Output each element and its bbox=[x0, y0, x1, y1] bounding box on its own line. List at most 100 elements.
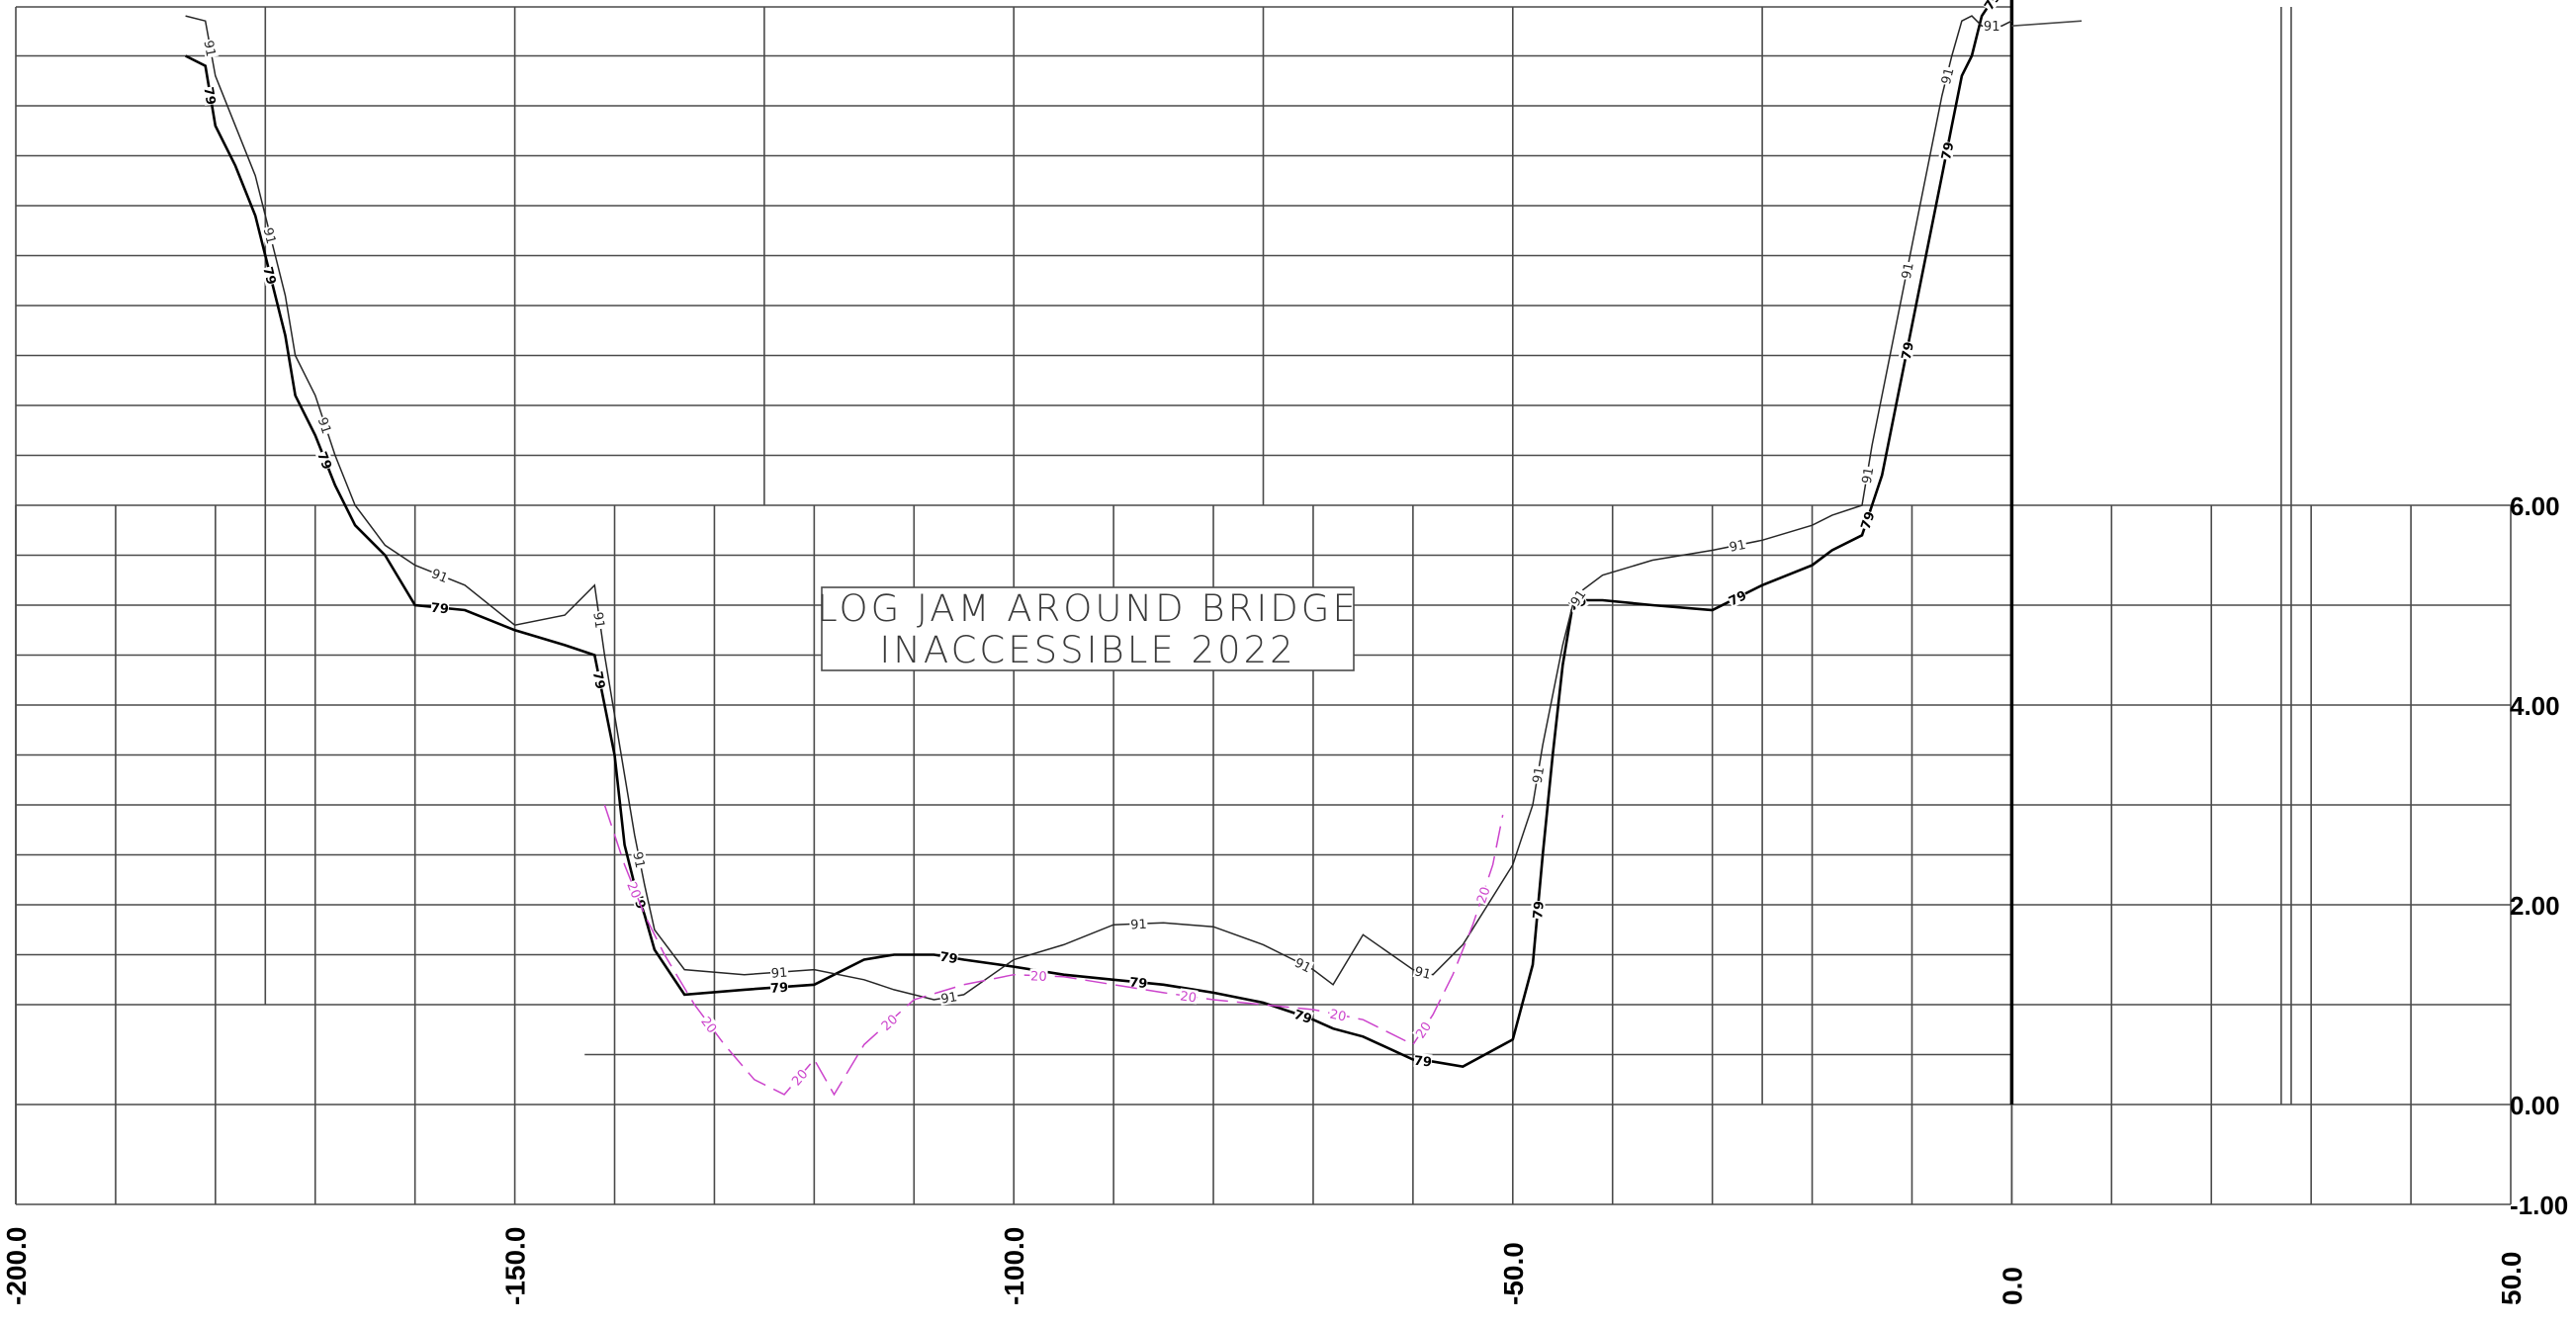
series-91-label: 91 bbox=[629, 850, 647, 869]
annotation-frame bbox=[821, 586, 1355, 671]
series-79-label: 79 bbox=[589, 670, 607, 691]
series-91-label-bg bbox=[631, 849, 649, 870]
series-79-label-bg bbox=[1898, 340, 1915, 361]
x-axis-labels: -200.0 -150.0 -100.0 -50.0 0.0 50.0 bbox=[1, 1227, 2527, 1305]
series-79-label: 79 bbox=[1531, 900, 1548, 919]
series-91-label: 91 bbox=[314, 415, 333, 435]
series-79-label-bg bbox=[938, 948, 959, 966]
y-axis-labels: 6.00 4.00 2.00 0.00 -1.00 bbox=[2510, 491, 2568, 1220]
x-tick-label: -100.0 bbox=[999, 1227, 1029, 1305]
series-79-label: 79 bbox=[1291, 1008, 1313, 1027]
series-20-label: 20 bbox=[1474, 885, 1493, 905]
series-91-label-bg bbox=[1291, 954, 1315, 975]
series-91-label-bg bbox=[428, 565, 451, 585]
series-91-label-bg bbox=[591, 610, 608, 630]
series-79-label-bg bbox=[1413, 1052, 1433, 1069]
series-91-label: 91 bbox=[1531, 766, 1549, 785]
series-79-label: 79 bbox=[938, 950, 958, 968]
series-20-label: 20 bbox=[623, 880, 643, 901]
series-91-label-bg bbox=[202, 38, 220, 59]
series-20-line bbox=[603, 804, 1504, 1097]
series-91-label: 91 bbox=[589, 611, 606, 629]
y-tick-label: 2.00 bbox=[2510, 891, 2560, 921]
series-20-label: 20 bbox=[1328, 1008, 1347, 1025]
series-79-label: 79 bbox=[1859, 510, 1879, 532]
series-20-label-bg bbox=[1473, 884, 1492, 906]
series-91-label-bg bbox=[315, 414, 335, 436]
series-20-label-bg bbox=[1178, 988, 1199, 1005]
series-79-label-bg bbox=[769, 979, 789, 995]
series-79-label-bg bbox=[1726, 587, 1749, 608]
series-79-label-bg bbox=[202, 85, 220, 106]
series-91-label-bg bbox=[261, 224, 280, 246]
series-91-label-bg bbox=[1129, 916, 1148, 931]
series-91-label: 91 bbox=[200, 40, 218, 58]
series-20-label-bg bbox=[788, 1065, 811, 1089]
series-79-label-bg bbox=[430, 599, 450, 616]
series-91-line bbox=[185, 15, 2012, 1001]
series-91-label: 91 bbox=[939, 990, 958, 1008]
series-79-label: 79 bbox=[259, 265, 278, 286]
series-20-label-bg bbox=[1412, 1017, 1434, 1041]
series-91-label: 91 bbox=[1130, 918, 1147, 933]
series-20-label-bg bbox=[698, 1013, 721, 1036]
series-79-label-bg bbox=[1128, 974, 1149, 991]
x-tick-label: 0.0 bbox=[1997, 1267, 2027, 1305]
series-91-label: 91 bbox=[1729, 538, 1747, 556]
series-20-label: 20 bbox=[1179, 989, 1197, 1006]
series-91-label: 91 bbox=[1291, 956, 1313, 977]
series-91-label-bg bbox=[1727, 536, 1748, 555]
series-79-label-bg bbox=[590, 669, 609, 690]
series-79-label: 79 bbox=[1129, 975, 1148, 992]
series-91-label-bg bbox=[1529, 764, 1547, 785]
series-91-label: 91 bbox=[1939, 66, 1958, 86]
series-79-label: 79 bbox=[1900, 340, 1917, 361]
grid-line-71 bbox=[2011, 20, 2083, 27]
x-tick-label: -150.0 bbox=[500, 1227, 531, 1305]
series-91-label: 91 bbox=[1900, 261, 1917, 280]
series-79-label: 79 bbox=[200, 86, 218, 106]
annotation-line-2: INACCESSIBLE 2022 bbox=[879, 629, 1295, 671]
y-tick-label: -1.00 bbox=[2510, 1191, 2568, 1220]
annotation-box: LOG JAM AROUND BRIDGE INACCESSIBLE 2022 bbox=[817, 586, 1359, 671]
y-tick-label: 0.00 bbox=[2510, 1091, 2560, 1120]
x-tick-label: 50.0 bbox=[2496, 1252, 2527, 1306]
y-tick-label: 4.00 bbox=[2510, 691, 2560, 721]
series-91-label-bg bbox=[769, 964, 789, 980]
series-layer: 7979797979797979797979797979797979799191… bbox=[185, 0, 2012, 1097]
series-79-label-bg bbox=[314, 449, 335, 472]
series-91-label: 91 bbox=[1860, 467, 1878, 486]
y-tick-label: 6.00 bbox=[2510, 491, 2560, 521]
series-20-label: 20 bbox=[789, 1067, 811, 1089]
series-79-label-bg bbox=[261, 265, 280, 287]
series-79-label: 79 bbox=[1939, 140, 1957, 161]
series-91-label: 91 bbox=[1413, 964, 1433, 983]
series-91-label: 91 bbox=[260, 226, 279, 246]
series-79-line bbox=[185, 0, 1995, 1068]
series-91-label-bg bbox=[1898, 260, 1915, 281]
series-91-label: 91 bbox=[1984, 20, 2000, 35]
series-79-label-bg bbox=[1292, 1007, 1314, 1026]
x-tick-label: -200.0 bbox=[1, 1227, 32, 1305]
series-91-label: 91 bbox=[429, 567, 450, 586]
series-79-label: 79 bbox=[313, 450, 334, 472]
series-79-label-bg bbox=[1857, 509, 1877, 531]
annotation-line-1: LOG JAM AROUND BRIDGE bbox=[817, 587, 1359, 630]
series-20-label-bg bbox=[1029, 968, 1048, 984]
series-20-label-bg bbox=[877, 1011, 901, 1033]
series-91-label-bg bbox=[938, 989, 959, 1006]
series-20-label: 20 bbox=[1030, 969, 1047, 985]
series-91-label-bg bbox=[1412, 963, 1434, 982]
series-91-label-bg bbox=[1858, 465, 1876, 486]
series-79-label: 79 bbox=[1413, 1054, 1432, 1071]
series-91-label-bg bbox=[1983, 19, 2001, 34]
series-79-label-bg bbox=[1938, 140, 1956, 161]
series-79-label-bg bbox=[1981, 0, 2002, 13]
series-91-label-bg bbox=[1566, 586, 1589, 609]
series-91-label-bg bbox=[1937, 65, 1956, 87]
x-tick-label: -50.0 bbox=[1498, 1242, 1529, 1305]
series-79-label: 79 bbox=[770, 981, 789, 997]
grid-lines bbox=[15, 0, 2512, 1205]
series-20-label: 20 bbox=[879, 1013, 901, 1034]
series-79-label: 79 bbox=[1727, 588, 1749, 610]
